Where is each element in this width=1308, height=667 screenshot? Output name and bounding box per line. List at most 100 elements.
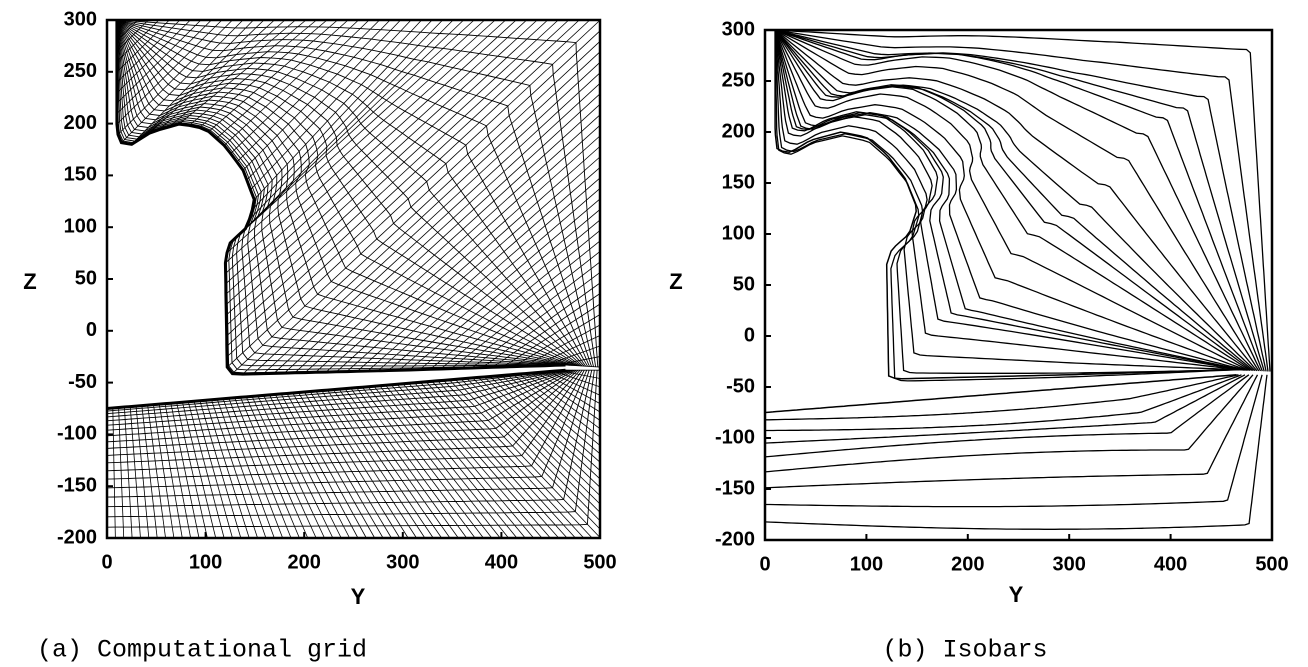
grid-curve: [106, 369, 585, 480]
grid-curve: [116, 19, 568, 366]
grid-spoke: [489, 376, 601, 480]
y-tick-label: -150: [715, 477, 755, 499]
grid-curve: [116, 19, 573, 366]
grid-spoke: [530, 372, 601, 421]
grid-curve: [106, 369, 566, 410]
grid-spoke: [178, 19, 307, 125]
x-tick-label: 100: [189, 551, 222, 573]
x-tick-label: 500: [583, 551, 616, 573]
grid-spoke: [280, 393, 359, 539]
isobar: [774, 29, 1258, 372]
isobar: [774, 29, 1249, 371]
grid-spoke: [226, 19, 591, 358]
grid-spoke: [229, 19, 475, 244]
y-tick-label: -150: [57, 474, 97, 496]
grid-curve: [116, 19, 570, 366]
grid-curve: [116, 19, 567, 366]
grid-spoke: [391, 384, 518, 539]
y-tick-label: -200: [715, 528, 755, 550]
grid-curve: [116, 19, 572, 366]
grid-spoke: [237, 19, 464, 237]
grid-curve: [116, 19, 575, 366]
isobar: [774, 29, 1260, 372]
grid-spoke: [350, 387, 459, 539]
grid-spoke: [536, 372, 601, 413]
grid-spoke: [492, 293, 601, 368]
grid-curve: [116, 19, 567, 367]
y-tick-label: 300: [722, 18, 755, 40]
grid-spoke: [116, 19, 202, 104]
grid-spoke: [303, 391, 392, 539]
grid-spoke: [170, 403, 200, 539]
grid-spoke: [518, 373, 601, 438]
grid-spoke: [225, 19, 517, 285]
grid-spoke: [559, 370, 601, 379]
grid-curve: [106, 369, 583, 472]
grid-curve: [106, 370, 598, 528]
grid-spoke: [116, 19, 212, 115]
grid-spoke: [471, 272, 601, 369]
grid-spoke: [356, 387, 468, 539]
isobar: [764, 374, 1268, 530]
grid-spoke: [249, 19, 443, 220]
grid-spoke: [216, 19, 349, 139]
grid-spoke: [228, 398, 284, 539]
grid-spoke: [141, 405, 158, 539]
grid-spoke: [420, 382, 560, 539]
grid-spoke: [273, 72, 601, 374]
isobar: [774, 29, 1251, 371]
grid-spoke: [437, 380, 585, 539]
grid-spoke: [454, 379, 601, 530]
x-axis-label: Y: [351, 584, 366, 609]
grid-spoke: [414, 382, 551, 539]
grid-spoke: [274, 394, 350, 539]
grid-spoke: [176, 402, 208, 539]
isobar: [764, 374, 1246, 444]
grid-spoke: [379, 385, 501, 539]
grid-spoke: [116, 19, 181, 83]
grid-spoke: [449, 379, 601, 538]
grid-spoke: [242, 40, 601, 375]
y-tick-label: 200: [722, 120, 755, 142]
grid-spoke: [199, 19, 328, 128]
grid-curve: [106, 369, 581, 464]
y-tick-label: 150: [722, 171, 755, 193]
isobar: [775, 29, 1271, 372]
isobar: [764, 374, 1259, 489]
grid-spoke: [385, 384, 509, 539]
grid-spoke: [466, 378, 601, 513]
y-tick-label: 0: [744, 324, 755, 346]
grid-spoke: [164, 403, 192, 539]
caption: (b) Isobars: [882, 636, 1047, 665]
grid-spoke: [232, 30, 601, 374]
grid-spoke: [147, 405, 166, 539]
grid-spoke: [398, 198, 601, 371]
isobar: [774, 29, 1238, 382]
grid-curve: [106, 369, 579, 456]
grid-spoke: [501, 375, 601, 463]
grid-curve: [116, 19, 578, 367]
x-tick-label: 500: [1255, 553, 1288, 575]
grid-spoke: [199, 400, 242, 539]
grid-spoke: [472, 377, 601, 505]
grid-spoke: [263, 62, 601, 374]
grid-curve: [116, 19, 585, 367]
grid-spoke: [158, 19, 286, 131]
y-tick-label: -100: [57, 423, 97, 445]
isobar: [764, 374, 1254, 473]
x-tick-label: 400: [1154, 553, 1187, 575]
grid-spoke: [357, 156, 601, 372]
grid-curve: [116, 19, 577, 367]
grid-spoke: [116, 19, 149, 52]
grid-curve: [116, 19, 592, 367]
x-axis-label: Y: [1009, 582, 1024, 607]
grid-spoke: [226, 19, 485, 254]
y-tick-label: 150: [64, 164, 97, 186]
x-tick-label: 0: [101, 551, 112, 573]
grid-spoke: [253, 19, 422, 200]
grid-spoke: [555, 356, 601, 366]
grid-spoke: [286, 393, 367, 539]
grid-spoke: [225, 19, 527, 295]
grid-spoke: [408, 383, 543, 539]
grid-curve: [106, 369, 575, 443]
